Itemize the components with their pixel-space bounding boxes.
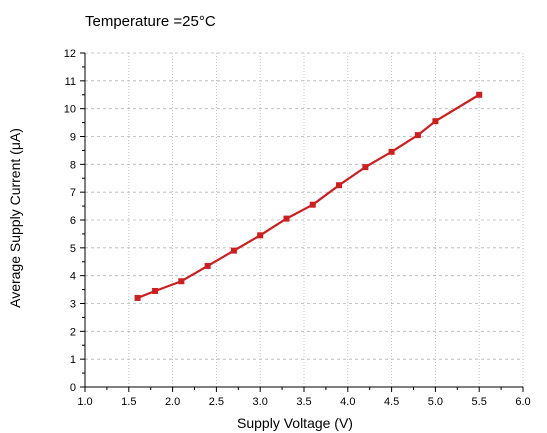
data-point-marker [204,262,211,269]
y-tick-label: 10 [64,104,76,116]
y-tick-label: 5 [70,243,76,255]
x-tick-label: 3.5 [296,396,311,408]
data-point-marker [230,247,237,254]
data-point-marker [257,232,264,239]
y-tick-label: 4 [70,271,76,283]
y-tick-label: 7 [70,187,76,199]
x-axis-label: Supply Voltage (V) [237,415,353,431]
data-point-marker [388,148,395,155]
series-line [137,93,480,299]
data-point-marker [309,201,316,208]
y-axis-label: Average Supply Current (μA) [7,128,23,308]
x-tick-label: 1.5 [121,396,136,408]
x-tick-label: 6.0 [515,396,530,408]
series [134,91,483,301]
x-tick-label: 1.0 [77,396,92,408]
data-point-marker [414,132,421,139]
axes: 1.0 1.5 2.0 2.5 3.0 3.5 4.0 4.5 5.0 5.5 6.00123456… [64,48,531,408]
y-tick-label: 0 [70,382,76,394]
data-point-marker [283,215,290,222]
data-point-marker [134,294,141,301]
x-tick-label: 5.5 [472,396,487,408]
x-tick-label: 2.5 [209,396,224,408]
data-point-marker [336,182,343,189]
y-tick-label: 12 [64,48,76,60]
x-tick-label: 2.0 [165,396,180,408]
data-point-marker [476,91,483,98]
data-point-marker [178,278,185,285]
x-tick-label: 5.0 [428,396,443,408]
y-tick-label: 8 [70,159,76,171]
y-tick-label: 2 [70,326,76,338]
data-point-marker [152,287,159,294]
y-tick-label: 11 [65,76,76,88]
y-tick-label: 1 [70,354,76,366]
x-tick-label: 4.0 [340,396,355,408]
y-tick-label: 3 [70,299,76,311]
data-point-marker [362,164,369,171]
chart-title: Temperature =25°C [85,13,216,30]
grid [85,52,524,387]
x-tick-label: 4.5 [384,396,399,408]
x-tick-label: 3.0 [253,396,268,408]
data-point-marker [432,118,439,125]
y-tick-label: 6 [70,215,76,227]
y-tick-label: 9 [70,132,76,144]
